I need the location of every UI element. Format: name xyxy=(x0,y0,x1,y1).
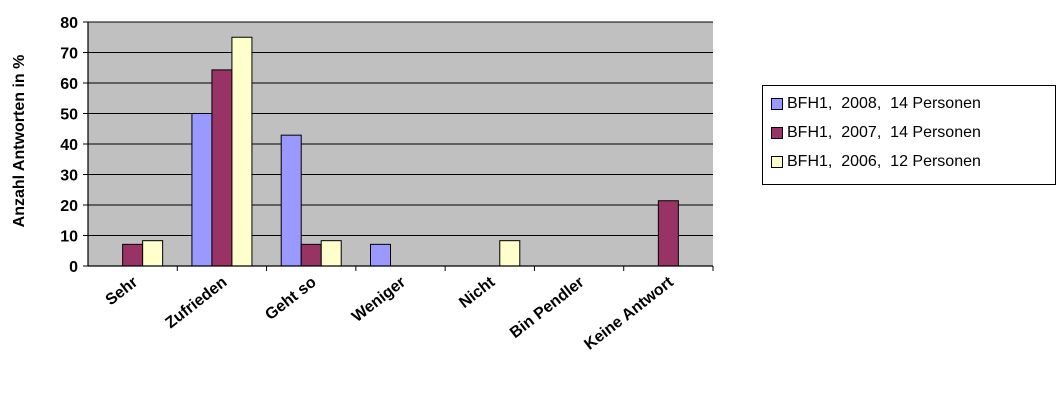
y-tick-labels: 0 10 20 30 40 50 60 70 80 xyxy=(60,15,78,276)
x-tick-label: Geht so xyxy=(262,274,320,324)
legend-label: BFH1, 2006, 12 Personen xyxy=(787,153,981,170)
y-tick-label: 0 xyxy=(69,259,78,276)
x-tick-label: Nicht xyxy=(456,273,499,311)
y-tick-label: 50 xyxy=(60,107,78,124)
legend-item: BFH1, 2008, 14 Personen xyxy=(771,93,981,115)
y-tick-label: 10 xyxy=(60,229,78,246)
legend: BFH1, 2008, 14 Personen BFH1, 2007, 14 Pe… xyxy=(762,85,1056,185)
y-tick-label: 40 xyxy=(60,137,78,154)
y-tick-label: 70 xyxy=(60,46,78,63)
bar xyxy=(657,200,679,267)
bar xyxy=(122,243,144,267)
y-tick-label: 20 xyxy=(60,198,78,215)
bar xyxy=(211,69,233,267)
y-tick-label: 60 xyxy=(60,76,78,93)
axes xyxy=(83,21,714,271)
bar xyxy=(231,36,253,267)
y-axis-label: Anzahl Antworten in % xyxy=(11,55,28,228)
x-tick-label: Bin Pendler xyxy=(507,274,588,342)
x-tick-label: Sehr xyxy=(103,274,142,309)
bar xyxy=(320,240,342,267)
x-tick-label: Weniger xyxy=(349,274,409,326)
legend-swatch xyxy=(771,98,783,110)
x-tick-labels: Sehr Zufrieden Geht so Weniger Nicht Bin Pend… xyxy=(103,273,678,353)
bar xyxy=(499,240,521,267)
y-tick-label: 80 xyxy=(60,15,78,32)
bar xyxy=(280,134,302,267)
legend-item: BFH1, 2007, 14 Personen xyxy=(771,122,981,144)
legend-item: BFH1, 2006, 12 Personen xyxy=(771,151,981,173)
legend-label: BFH1, 2007, 14 Personen xyxy=(787,124,981,141)
legend-swatch xyxy=(771,156,783,168)
bar xyxy=(370,243,391,267)
legend-swatch xyxy=(771,127,783,139)
y-tick-label: 30 xyxy=(60,168,78,185)
x-tick-label: Keine Antwort xyxy=(581,273,677,353)
bar xyxy=(191,113,213,267)
bar xyxy=(142,240,164,267)
bar xyxy=(300,243,322,267)
x-tick-label: Zufrieden xyxy=(162,274,230,332)
legend-label: BFH1, 2008, 14 Personen xyxy=(787,95,981,112)
